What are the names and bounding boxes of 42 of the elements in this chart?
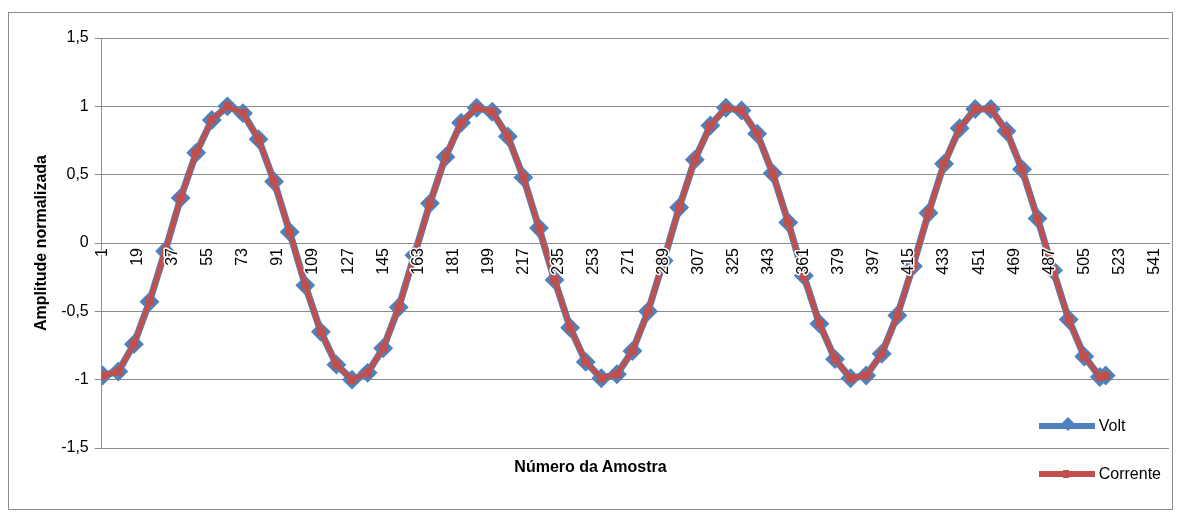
x-tick-label: 217 <box>513 247 531 275</box>
legend-label: Volt <box>1098 417 1126 435</box>
x-tick-label: 397 <box>864 247 882 275</box>
x-tick-label: 469 <box>1004 247 1022 275</box>
x-tick-label: 73 <box>233 247 251 266</box>
x-tick-label: 541 <box>1144 247 1162 275</box>
x-tick-label: 145 <box>373 247 391 275</box>
x-tick-label: 361 <box>794 247 812 275</box>
y-tick-label: 0,5 <box>66 165 89 183</box>
y-tick-label: 1 <box>79 96 89 114</box>
x-tick-label: 415 <box>899 247 917 275</box>
x-tick-label: 451 <box>969 247 987 275</box>
x-tick-label: 307 <box>689 247 707 275</box>
x-tick-label: 235 <box>548 247 566 275</box>
x-tick-label: 379 <box>829 247 847 275</box>
x-tick-label: 91 <box>268 247 286 266</box>
x-tick-label: 55 <box>198 247 216 266</box>
x-tick-label: 523 <box>1109 247 1127 275</box>
x-tick-label: 505 <box>1074 247 1092 275</box>
y-axis-title: Amplitude normalizada <box>32 154 50 332</box>
x-tick-label: 37 <box>163 247 181 266</box>
x-axis-title: Número da Amostra <box>514 458 667 475</box>
x-tick-label: 127 <box>338 247 356 275</box>
y-tick-label: 0 <box>79 233 89 251</box>
x-tick-label: 271 <box>618 247 636 275</box>
x-tick-label: 487 <box>1039 247 1057 275</box>
y-tick-label: 1,5 <box>66 28 89 46</box>
legend-label: Corrente <box>1098 465 1161 483</box>
x-tick-label: 1 <box>93 247 111 257</box>
x-tick-label: 343 <box>759 247 777 275</box>
y-tick-label: -1,5 <box>61 438 89 456</box>
x-tick-label: 163 <box>408 247 426 275</box>
x-tick-label: 109 <box>303 247 321 275</box>
x-tick-label: 289 <box>654 247 672 275</box>
y-tick-label: -0,5 <box>61 301 89 319</box>
x-tick-label: 433 <box>934 247 952 275</box>
x-tick-label: 325 <box>724 247 742 275</box>
x-tick-label: 199 <box>478 247 496 275</box>
x-tick-label: 253 <box>583 247 601 275</box>
x-tick-label: 19 <box>128 247 146 266</box>
x-tick-label: 181 <box>443 247 461 275</box>
y-tick-label: -1 <box>74 370 89 388</box>
